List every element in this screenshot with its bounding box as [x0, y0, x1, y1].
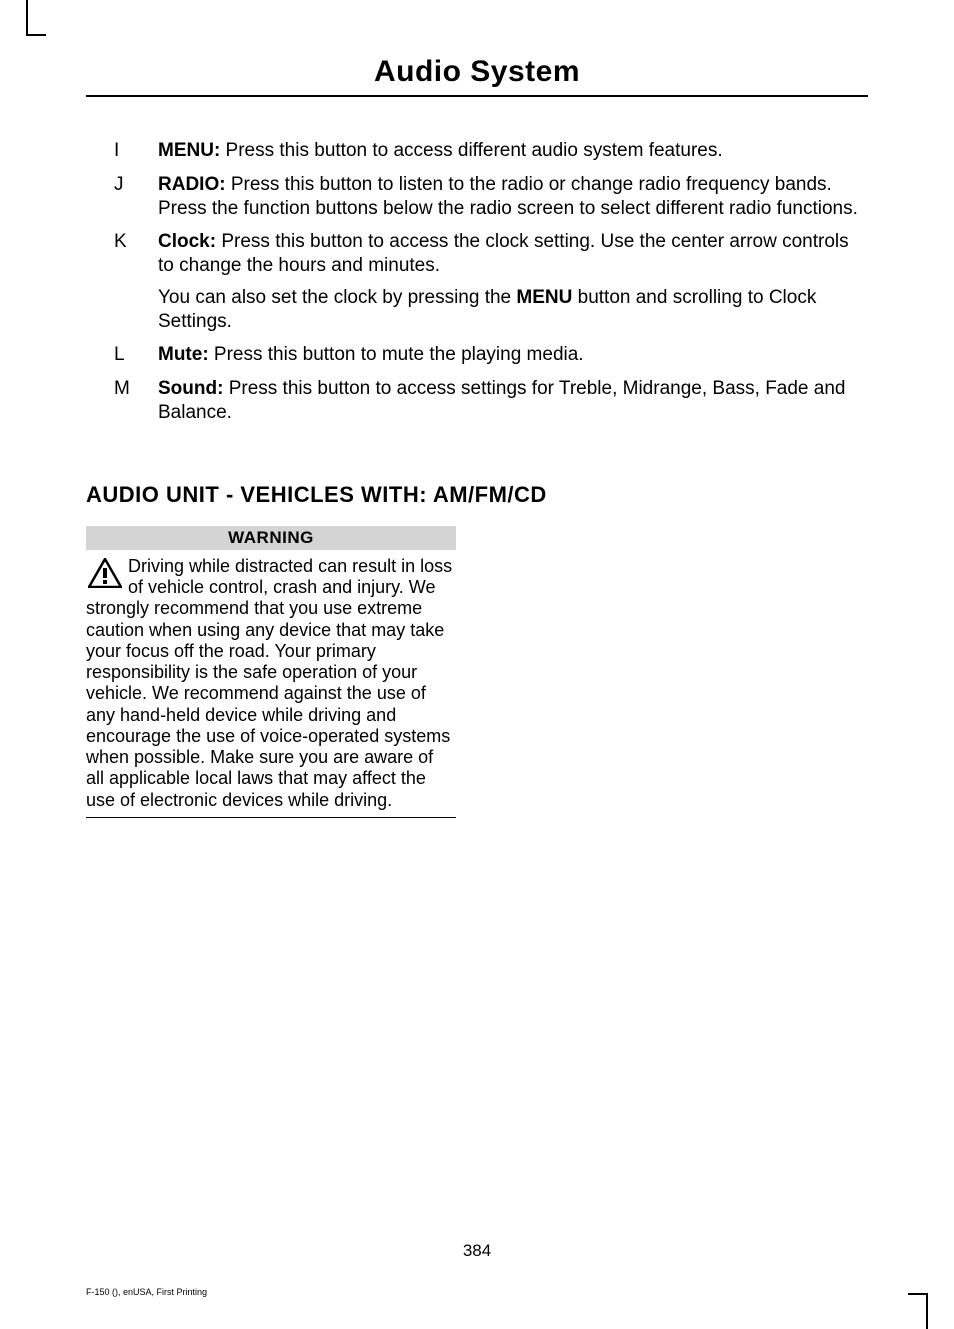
list-text: Press this button to listen to the radio…	[158, 174, 858, 219]
list-item: M Sound: Press this button to access set…	[114, 377, 858, 425]
list-body: Mute: Press this button to mute the play…	[158, 343, 858, 367]
button-list: I MENU: Press this button to access diff…	[114, 139, 858, 425]
list-letter: M	[114, 377, 158, 425]
footer-text: F-150 (), enUSA, First Printing	[86, 1287, 207, 1297]
list-body: Clock: Press this button to access the c…	[158, 230, 858, 333]
list-letter: I	[114, 139, 158, 163]
warning-header: WARNING	[86, 526, 456, 550]
list-body: MENU: Press this button to access differ…	[158, 139, 858, 163]
section-title: AUDIO UNIT - VEHICLES WITH: AM/FM/CD	[86, 481, 868, 509]
list-label: RADIO:	[158, 174, 226, 195]
page-title: Audio System	[374, 55, 580, 88]
list-item: J RADIO: Press this button to listen to …	[114, 173, 858, 221]
list-letter: L	[114, 343, 158, 367]
list-item: L Mute: Press this button to mute the pl…	[114, 343, 858, 367]
list-item: I MENU: Press this button to access diff…	[114, 139, 858, 163]
list-text: Press this button to access different au…	[220, 140, 722, 161]
list-item: K Clock: Press this button to access the…	[114, 230, 858, 333]
list-body: RADIO: Press this button to listen to th…	[158, 173, 858, 221]
sub-bold: MENU	[516, 287, 572, 308]
list-letter: J	[114, 173, 158, 221]
page-header: Audio System	[86, 55, 868, 97]
list-text: Press this button to access settings for…	[158, 378, 845, 423]
list-body: Sound: Press this button to access setti…	[158, 377, 858, 425]
list-label: Clock:	[158, 231, 216, 252]
sub-pre: You can also set the clock by pressing t…	[158, 287, 516, 308]
page-number: 384	[0, 1241, 954, 1261]
warning-icon	[88, 558, 122, 593]
warning-body: Driving while distracted can result in l…	[86, 556, 456, 818]
list-text: Press this button to access the clock se…	[158, 231, 849, 276]
list-text: Press this button to mute the playing me…	[209, 344, 584, 365]
page-content: Audio System I MENU: Press this button t…	[0, 0, 954, 1329]
list-label: Mute:	[158, 344, 209, 365]
list-subtext: You can also set the clock by pressing t…	[158, 286, 858, 334]
warning-column: WARNING Driving while distracted can res…	[86, 526, 456, 818]
list-label: Sound:	[158, 378, 223, 399]
warning-text: Driving while distracted can result in l…	[86, 556, 452, 810]
list-label: MENU:	[158, 140, 220, 161]
list-letter: K	[114, 230, 158, 333]
